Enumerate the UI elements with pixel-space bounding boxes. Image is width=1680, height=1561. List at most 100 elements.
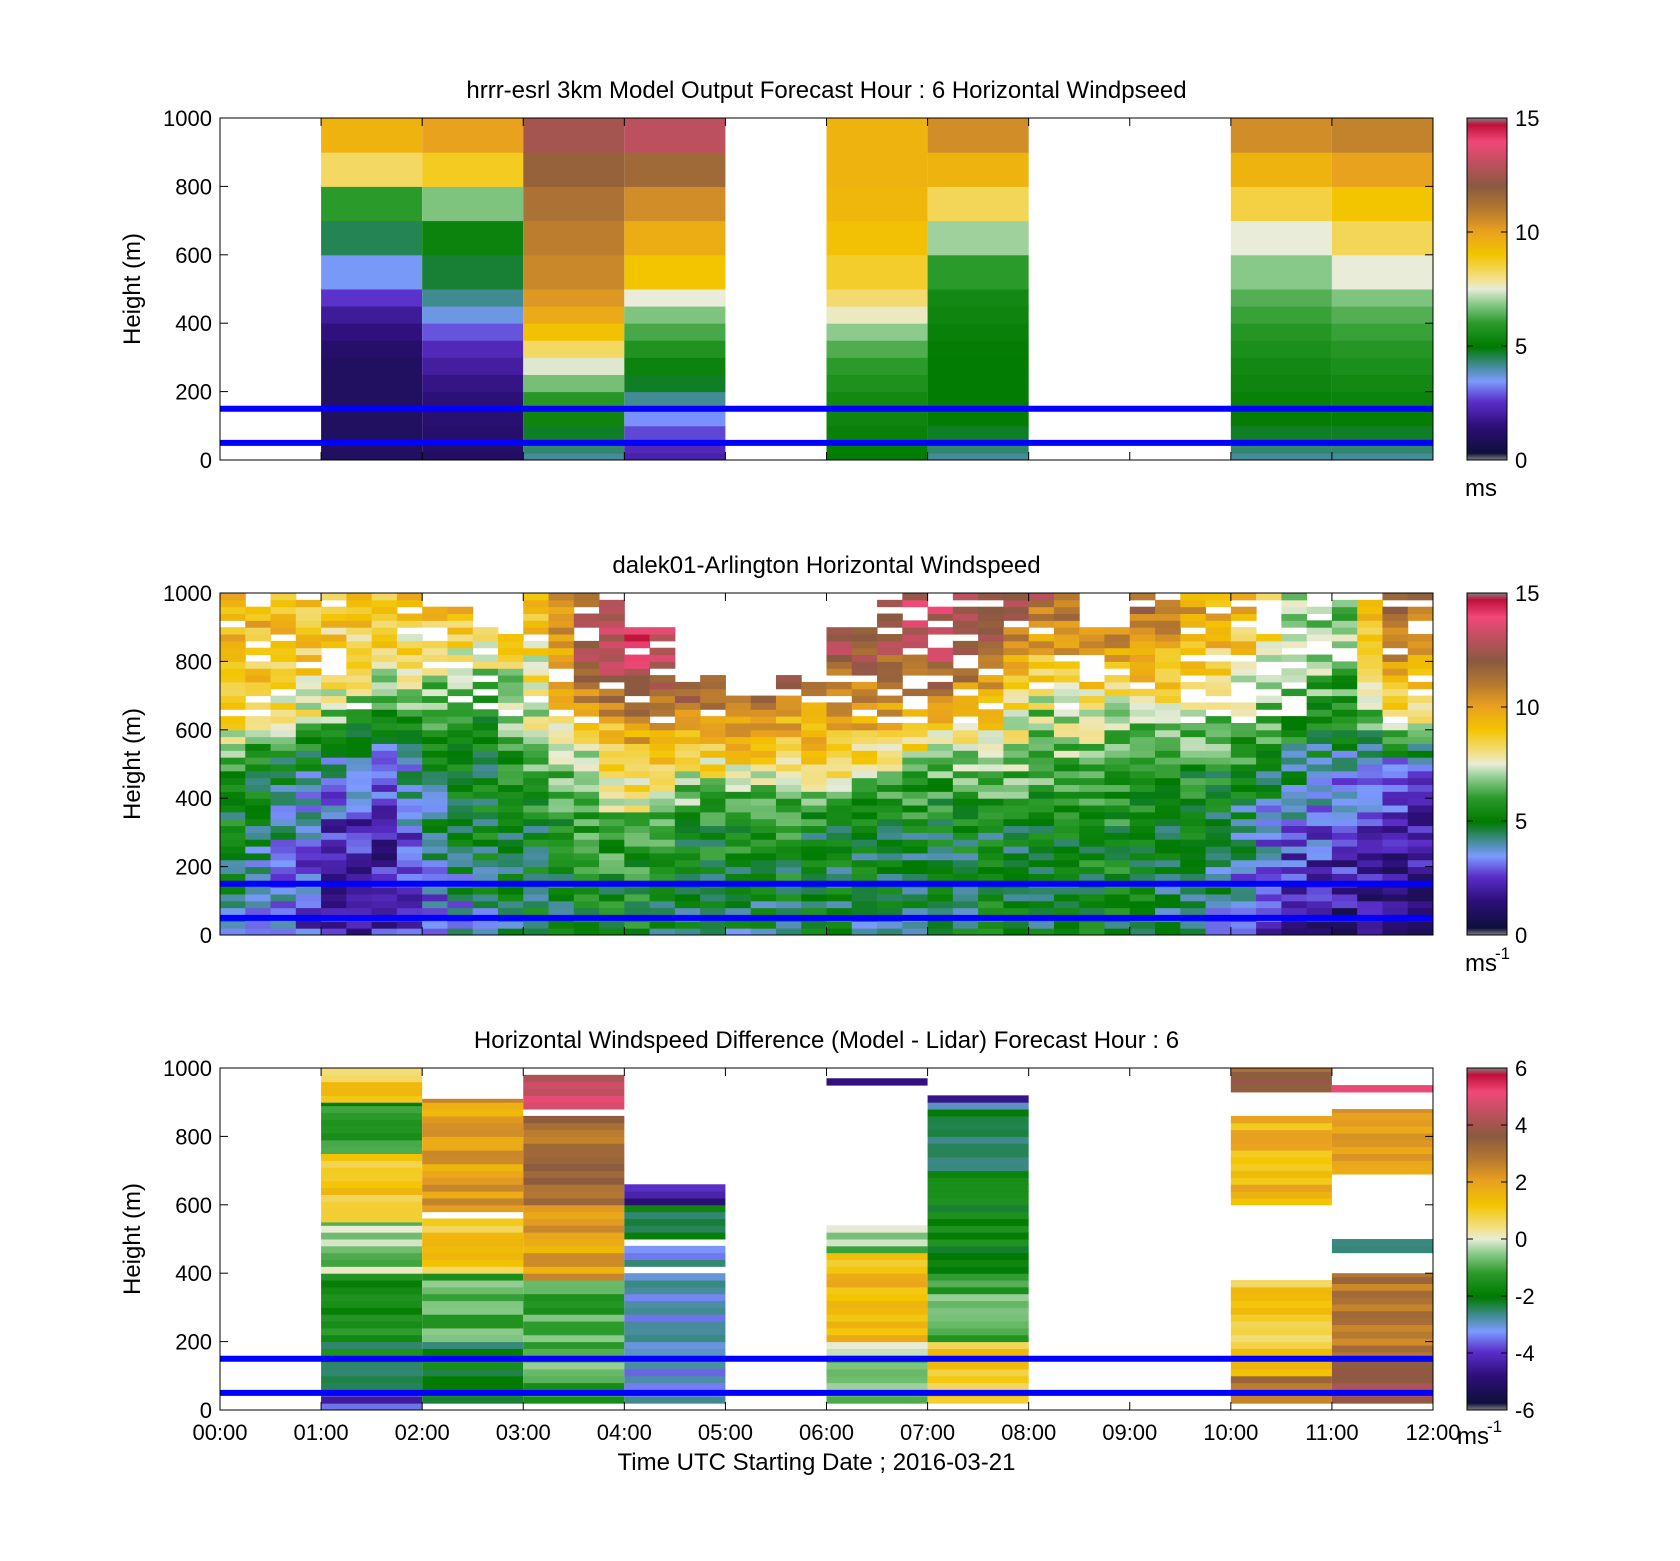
heatmap-cell <box>321 1375 423 1384</box>
heatmap-cell <box>624 1293 726 1302</box>
heatmap-cell <box>877 839 903 847</box>
heatmap-cell <box>270 859 297 868</box>
heatmap-cell <box>978 661 1004 669</box>
heatmap-cell <box>1129 928 1156 936</box>
heatmap-cell <box>346 620 373 628</box>
heatmap-cell <box>1256 805 1282 813</box>
heatmap-cell <box>1003 634 1030 642</box>
x-tick-label: 05:00 <box>698 1420 753 1445</box>
heatmap-cell <box>775 709 802 717</box>
heatmap-cell <box>548 811 575 820</box>
heatmap-cell <box>422 1143 524 1151</box>
heatmap-cell <box>548 893 575 902</box>
heatmap-cell <box>396 825 423 833</box>
heatmap-cell <box>321 1341 423 1349</box>
heatmap-cell <box>548 907 575 915</box>
y-tick-label: 0 <box>200 1398 212 1423</box>
heatmap-cell <box>1306 907 1333 915</box>
heatmap-cell <box>295 859 322 868</box>
heatmap-cell <box>422 1300 524 1308</box>
heatmap-cell <box>295 805 322 813</box>
heatmap-cell <box>371 722 398 731</box>
heatmap-cell <box>599 852 625 861</box>
heatmap-cell <box>523 640 550 649</box>
heatmap-cell <box>1079 907 1105 915</box>
heatmap-cell <box>1407 852 1434 861</box>
heatmap-cell <box>1079 640 1105 649</box>
heatmap-cell <box>1281 866 1308 874</box>
heatmap-cell <box>321 254 423 290</box>
heatmap-cell <box>1053 750 1080 758</box>
heatmap-cell <box>321 1215 423 1223</box>
heatmap-cell <box>649 900 676 909</box>
heatmap-cell <box>472 798 499 806</box>
y-axis-label: Height (m) <box>119 708 146 820</box>
heatmap-cell <box>599 606 625 615</box>
heatmap-cell <box>573 811 600 820</box>
heatmap-cell <box>978 770 1004 779</box>
heatmap-cell <box>1003 613 1030 621</box>
heatmap-cell <box>1407 928 1434 936</box>
heatmap-cell <box>978 873 1004 881</box>
heatmap-cell <box>346 832 373 840</box>
heatmap-cell <box>346 777 373 786</box>
heatmap-cell <box>700 770 726 779</box>
heatmap-cell <box>422 1368 524 1377</box>
heatmap-cell <box>523 798 550 806</box>
heatmap-cell <box>624 791 651 799</box>
heatmap-cell <box>750 893 777 902</box>
heatmap-cell <box>624 1184 726 1192</box>
heatmap-cell <box>523 832 550 840</box>
heatmap-cell <box>1003 852 1030 861</box>
heatmap-cell <box>321 1368 423 1377</box>
heatmap-cell <box>1028 764 1055 772</box>
heatmap-cell <box>321 374 423 393</box>
heatmap-cell <box>1129 887 1156 895</box>
heatmap-cell <box>523 1129 625 1137</box>
colorbar-tick-label: 10 <box>1515 695 1539 720</box>
heatmap-cell <box>346 893 373 902</box>
x-axis-label: Time UTC Starting Date ; 2016-03-21 <box>618 1449 1016 1476</box>
heatmap-cell <box>371 709 398 717</box>
heatmap-cell <box>902 859 929 868</box>
heatmap-cell <box>1180 784 1207 792</box>
heatmap-cell <box>624 1286 726 1295</box>
heatmap-cell <box>927 839 954 847</box>
heatmap-cell <box>1256 722 1282 731</box>
heatmap-cell <box>927 729 954 738</box>
heatmap-cell <box>599 921 625 929</box>
heatmap-cell <box>902 736 929 744</box>
heatmap-cell <box>321 306 423 324</box>
heatmap-cell <box>927 1252 1029 1261</box>
heatmap-cell <box>700 846 726 854</box>
heatmap-cell <box>1357 770 1383 779</box>
heatmap-cell <box>1331 887 1358 895</box>
heatmap-cell <box>1079 736 1105 744</box>
heatmap-cell <box>1382 907 1409 915</box>
heatmap-cell <box>321 1208 423 1216</box>
heatmap-cell <box>1407 709 1434 717</box>
heatmap-cell <box>649 750 676 758</box>
heatmap-cell <box>649 784 676 792</box>
heatmap-cell <box>497 798 524 806</box>
heatmap-cell <box>523 1232 625 1240</box>
heatmap-cell <box>1003 811 1030 820</box>
heatmap-cell <box>422 453 524 461</box>
heatmap-cell <box>1331 1276 1433 1284</box>
heatmap-cell <box>295 647 322 656</box>
heatmap-cell <box>1205 873 1232 881</box>
heatmap-cell <box>750 777 777 786</box>
heatmap-cell <box>245 736 272 744</box>
heatmap-cell <box>422 1341 524 1349</box>
heatmap-cell <box>1028 928 1055 936</box>
heatmap-cell <box>270 791 297 799</box>
heatmap-cell <box>801 859 827 868</box>
heatmap-cell <box>1180 736 1207 744</box>
heatmap-cell <box>599 688 625 697</box>
heatmap-cell <box>1306 716 1333 724</box>
heatmap-cell <box>952 928 979 936</box>
heatmap-cell <box>775 859 802 868</box>
heatmap-cell <box>1079 798 1105 806</box>
heatmap-cell <box>1230 1348 1332 1356</box>
heatmap-cell <box>826 220 928 256</box>
